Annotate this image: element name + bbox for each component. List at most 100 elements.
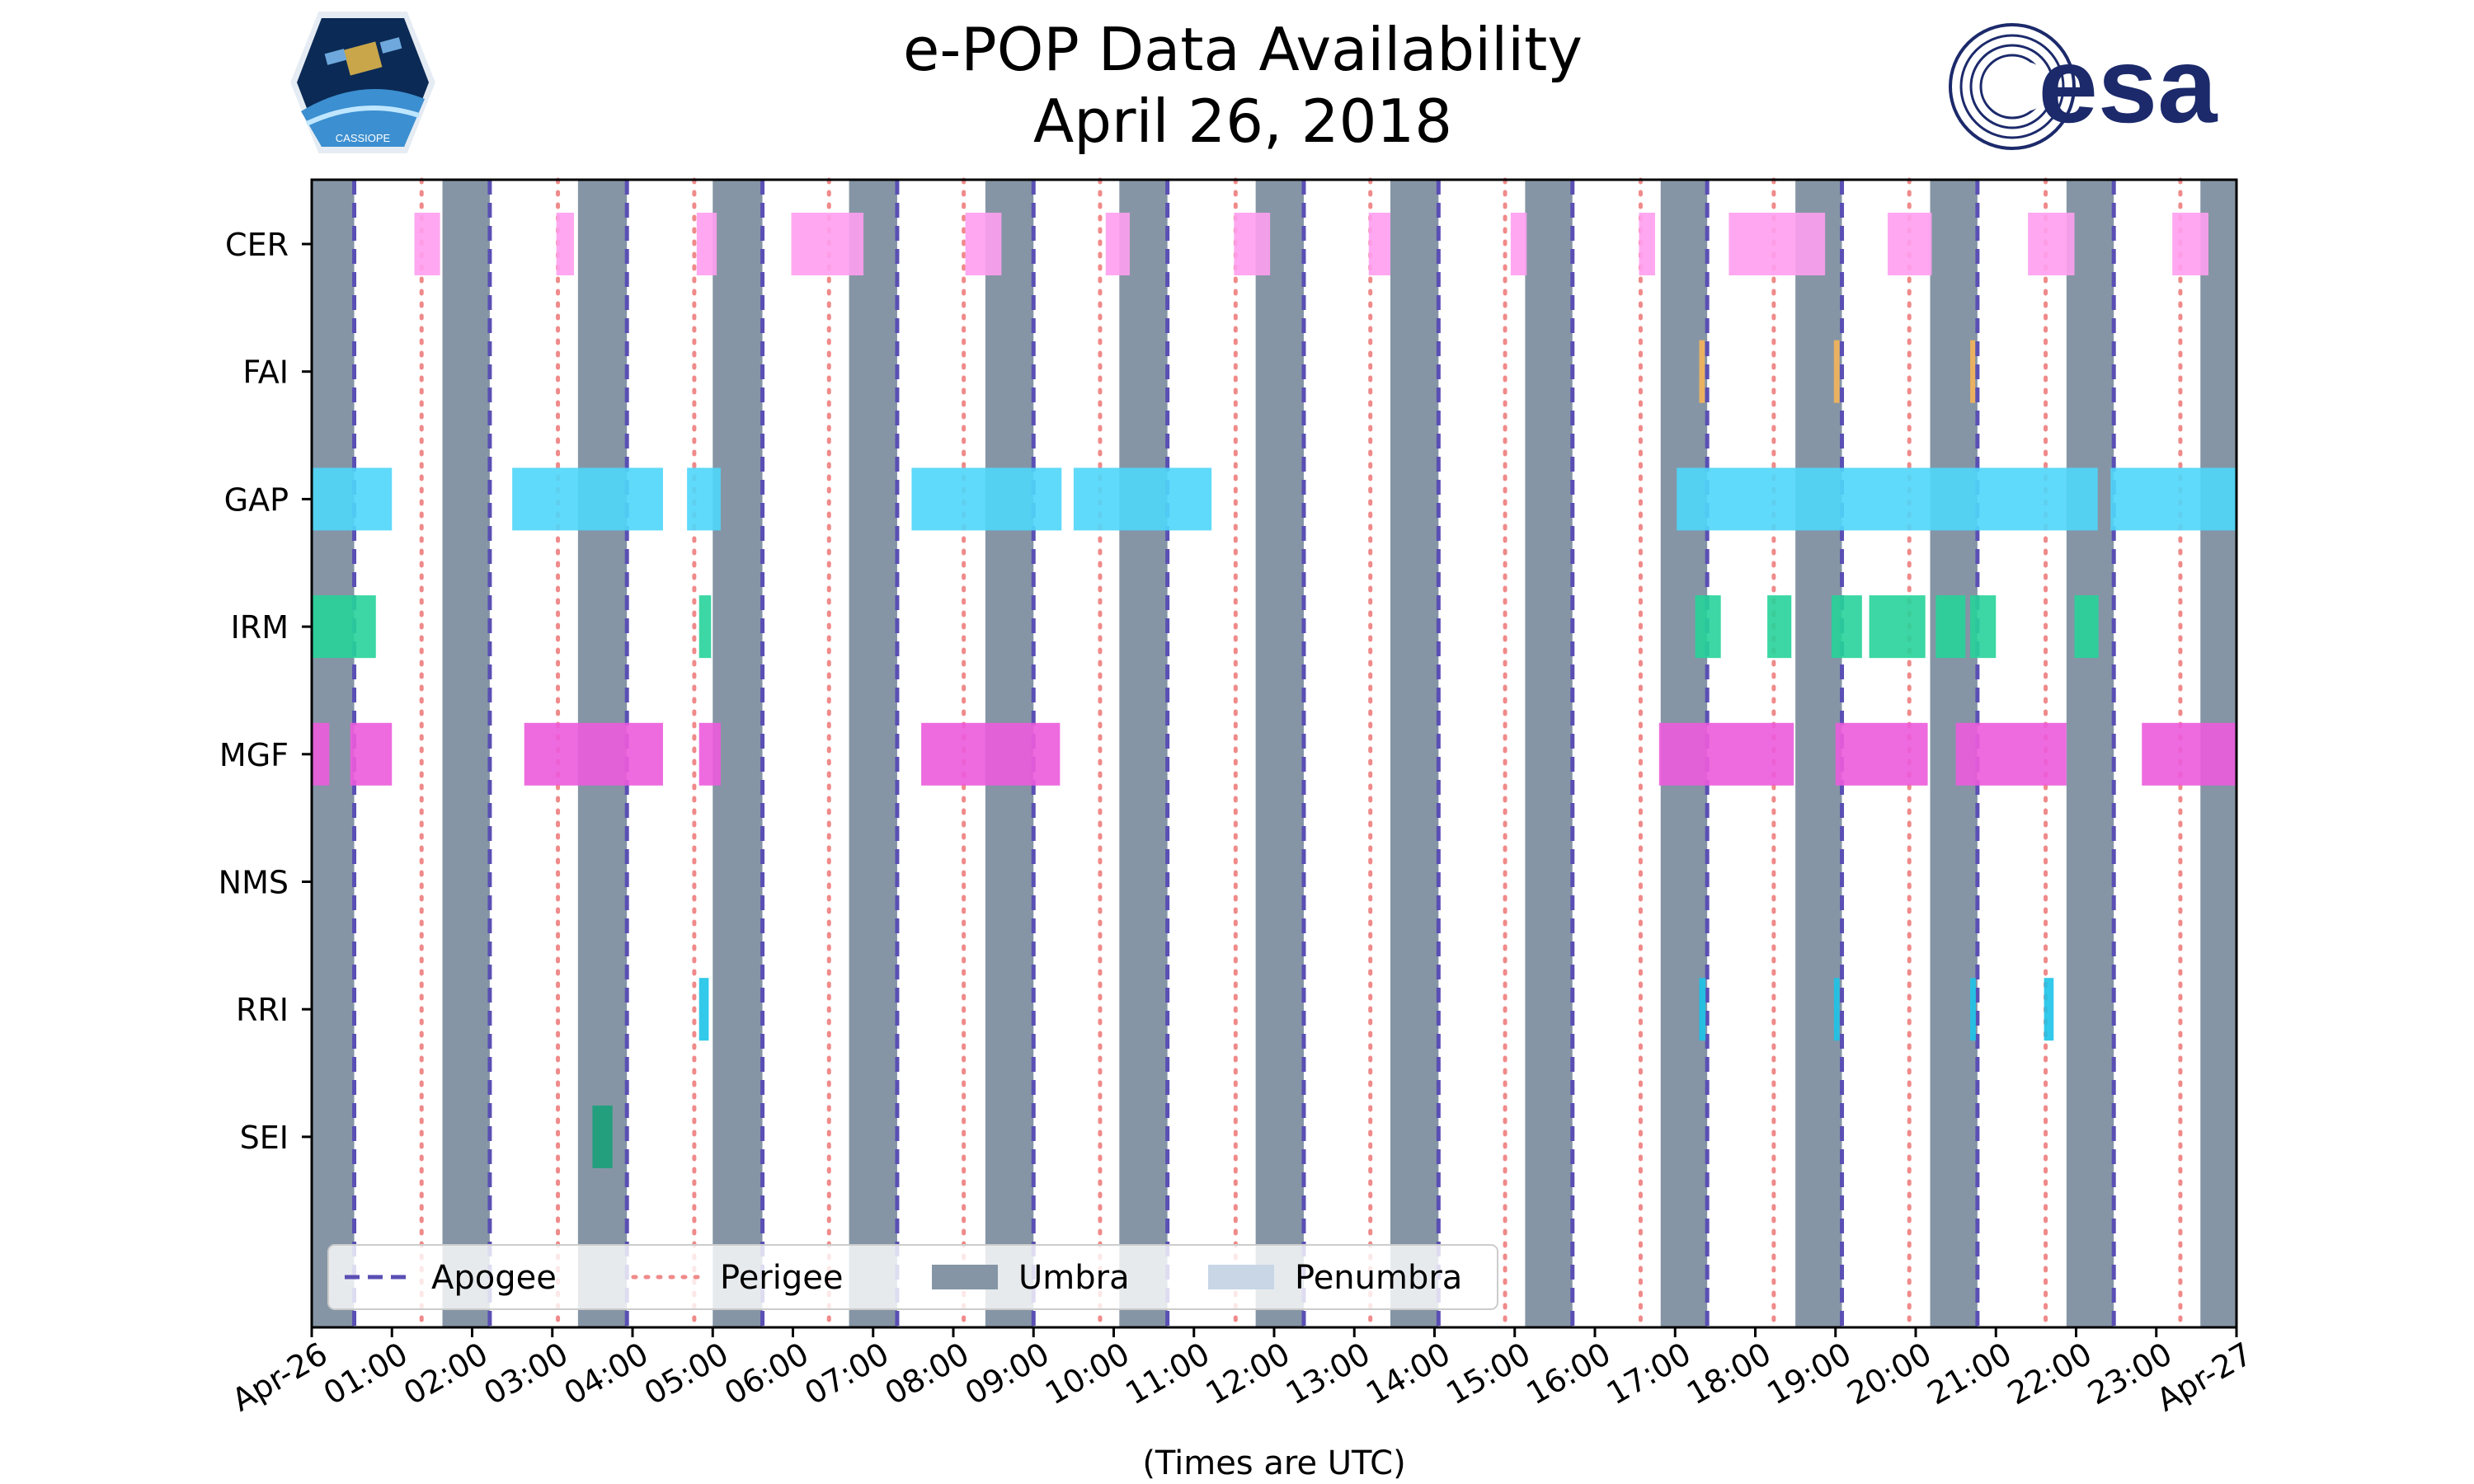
data-bar-sei [592, 1105, 613, 1168]
data-bar-gap [1677, 467, 2098, 531]
data-bar-irm [1695, 595, 1721, 659]
data-bar-irm [312, 595, 376, 659]
x-tick-label: 15:00 [1440, 1336, 1536, 1412]
data-bar-cer [1729, 213, 1826, 275]
data-bar-mgf [698, 722, 721, 786]
legend-label-perigee: Perigee [720, 1259, 843, 1297]
data-bar-irm [1935, 595, 1966, 659]
legend-label-apogee: Apogee [431, 1259, 557, 1297]
data-bar-mgf [524, 722, 663, 786]
data-bar-irm [1970, 595, 1997, 659]
data-bar-fai [1970, 340, 1976, 403]
data-bar-cer [1887, 213, 1932, 275]
umbra-band [849, 180, 897, 1327]
data-bar-mgf [1955, 722, 2067, 786]
esa-logo-text: esa [2039, 25, 2219, 145]
data-bar-cer [556, 213, 575, 275]
x-tick-label: 21:00 [1921, 1336, 2018, 1412]
x-tick-label: 04:00 [558, 1336, 655, 1412]
data-bar-gap [512, 467, 663, 531]
legend-swatch-umbra [932, 1265, 998, 1289]
x-tick-label: 03:00 [477, 1336, 574, 1412]
x-tick-label: 17:00 [1601, 1336, 1697, 1412]
data-bar-rri [698, 978, 709, 1041]
chart-subtitle: April 26, 2018 [1033, 87, 1452, 156]
data-bar-fai [1699, 340, 1705, 403]
data-bar-cer [2172, 213, 2208, 275]
y-tick-label: SEI [240, 1120, 289, 1156]
data-bar-cer [1368, 213, 1391, 275]
umbra-band [713, 180, 763, 1327]
cassiope-logo-text: CASSIOPE [336, 132, 391, 144]
data-bar-cer [791, 213, 864, 275]
data-bar-mgf [350, 722, 393, 786]
data-bar-cer [2028, 213, 2075, 275]
umbra-band [1525, 180, 1573, 1327]
data-bar-rri [1970, 978, 1976, 1041]
esa-logo-icon: esa [1949, 23, 2219, 150]
umbra-band [2066, 180, 2114, 1327]
data-bar-cer [1234, 213, 1271, 275]
data-bar-irm [1767, 595, 1792, 659]
x-tick-label: 14:00 [1360, 1336, 1456, 1412]
x-tick-label: 22:00 [2001, 1336, 2098, 1412]
data-bar-rri [2044, 978, 2054, 1041]
plot-area: CER FAI GAP IRM MGF NMS RRI SEI Apr-2601:0002:00… [219, 177, 2259, 1419]
data-bar-gap [1073, 467, 1212, 531]
data-bar-irm [698, 595, 712, 659]
x-tick-label: 13:00 [1280, 1336, 1376, 1412]
data-bar-cer [1105, 213, 1130, 275]
x-tick-label: 01:00 [317, 1336, 414, 1412]
data-bar-mgf [1658, 722, 1794, 786]
y-tick-label: MGF [219, 737, 289, 773]
chart-title: e-POP Data Availability [903, 15, 1583, 84]
x-tick-label: Apr-26 [226, 1336, 334, 1419]
x-tick-label: 19:00 [1761, 1336, 1857, 1412]
y-tick-label: RRI [236, 992, 289, 1028]
x-tick-label: 11:00 [1119, 1336, 1216, 1412]
legend-label-penumbra: Penumbra [1295, 1259, 1462, 1297]
x-tick-label: 09:00 [959, 1336, 1056, 1412]
data-bar-irm [1831, 595, 1862, 659]
y-tick-label: FAI [242, 355, 289, 391]
x-tick-label: 18:00 [1681, 1336, 1777, 1412]
x-tick-label: 02:00 [397, 1336, 494, 1412]
data-bar-cer [965, 213, 1002, 275]
y-tick-label: CER [225, 227, 289, 263]
legend-swatch-penumbra [1208, 1265, 1274, 1289]
legend-box [327, 1244, 1498, 1310]
umbra-band [1255, 180, 1304, 1327]
data-bar-fai [1833, 340, 1840, 403]
data-bar-cer [414, 213, 440, 275]
data-bar-mgf [921, 722, 1061, 786]
data-bar-irm [2074, 595, 2099, 659]
x-tick-label: 05:00 [638, 1336, 735, 1412]
y-tick-label: GAP [224, 481, 289, 518]
cassiope-badge-icon: CASSIOPE [286, 8, 440, 157]
data-bar-rri [1699, 978, 1706, 1041]
data-bar-irm [1869, 595, 1926, 659]
data-bar-cer [1639, 213, 1655, 275]
data-bar-mgf [312, 722, 330, 786]
data-bar-gap [2110, 467, 2236, 531]
x-tick-label: 08:00 [879, 1336, 976, 1412]
x-tick-label: 12:00 [1200, 1336, 1296, 1412]
x-tick-label: 10:00 [1039, 1336, 1136, 1412]
x-tick-label: 20:00 [1841, 1336, 1938, 1412]
legend: Apogee Perigee Umbra Penumbra [327, 1244, 1498, 1310]
data-bar-cer [1510, 213, 1527, 275]
data-bar-gap [911, 467, 1062, 531]
umbra-band [1119, 180, 1168, 1327]
data-bar-gap [687, 467, 721, 531]
umbra-band [442, 180, 490, 1327]
data-bar-cer [696, 213, 717, 275]
x-tick-label: 06:00 [718, 1336, 815, 1412]
data-bar-gap [312, 467, 393, 531]
data-bar-mgf [1835, 722, 1928, 786]
x-tick-label: 16:00 [1521, 1336, 1617, 1412]
umbra-band [1390, 180, 1439, 1327]
data-bar-mgf [2142, 722, 2236, 786]
y-tick-label: NMS [219, 865, 289, 901]
legend-label-umbra: Umbra [1018, 1259, 1130, 1297]
